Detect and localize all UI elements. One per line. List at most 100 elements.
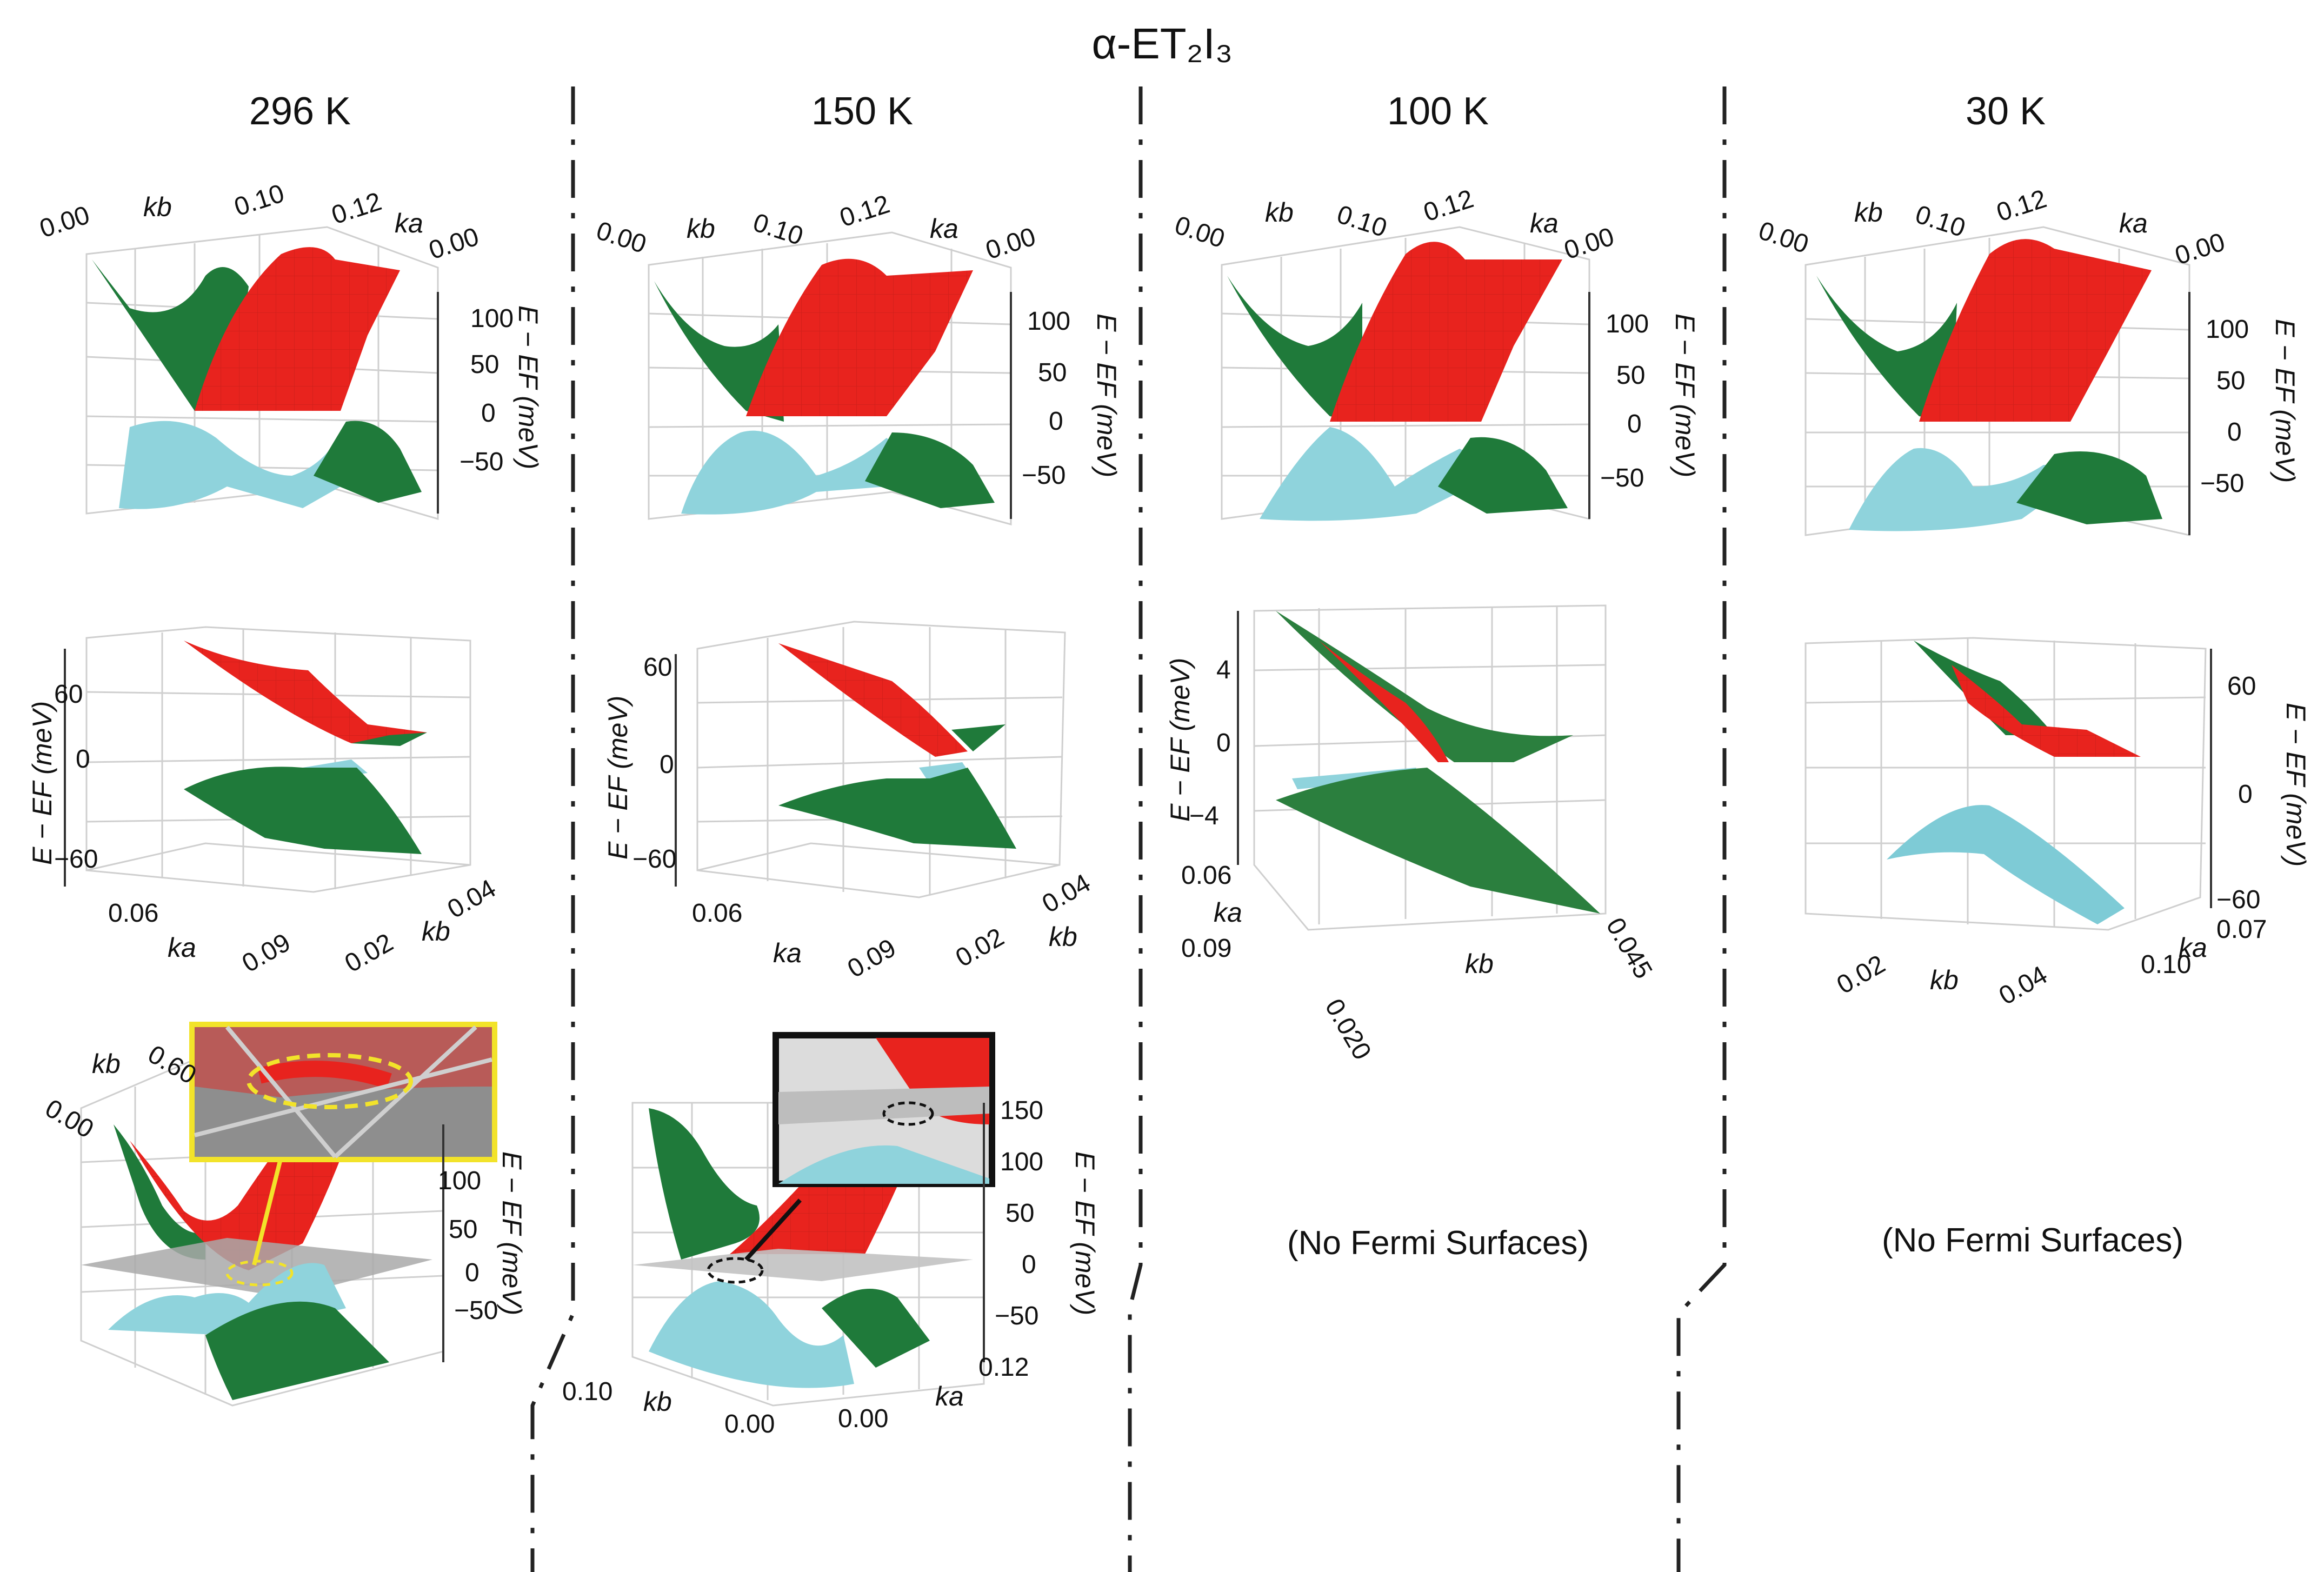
z-axis-label: E − EF (meV) — [513, 305, 543, 469]
x-tick: 0.00 — [1755, 216, 1812, 259]
y-tick: 0.12 — [328, 187, 385, 230]
valence-green-surface — [822, 1289, 930, 1368]
z-tick: 60 — [643, 653, 672, 682]
z-tick: −60 — [632, 845, 676, 874]
conduction-green-surface — [1816, 276, 1957, 422]
z-tick: 0 — [660, 750, 674, 779]
figure-title: α-ET₂I₃ — [1092, 19, 1233, 68]
x-tick: 0.00 — [593, 216, 650, 259]
z-tick: 100 — [1027, 307, 1070, 336]
z-tick: −60 — [54, 845, 98, 874]
z-tick: 50 — [1038, 358, 1067, 387]
x-axis-label: kb — [1265, 197, 1294, 228]
y-tick: 0.00 — [838, 1404, 888, 1433]
z-tick: 100 — [438, 1167, 481, 1195]
panel-296K-full: 100 50 0 −50 E − EF (meV) 0.00 0.10 kb 0… — [36, 179, 543, 521]
z-tick: 50 — [449, 1215, 477, 1244]
x-tick: 0.00 — [36, 201, 93, 243]
x-tick: 0.10 — [562, 1377, 612, 1406]
y-tick: 0.04 — [443, 874, 501, 924]
conduction-green-surface — [351, 732, 427, 746]
z-axis-label: E − EF (meV) — [1070, 1151, 1100, 1315]
z-tick: 0 — [2227, 418, 2242, 447]
z-tick: 0 — [1022, 1250, 1036, 1279]
z-tick: 4 — [1216, 656, 1231, 684]
y-tick: 0.12 — [978, 1353, 1029, 1382]
z-axis-label: E − EF (meV) — [1165, 658, 1195, 822]
conduction-green-surface — [649, 1108, 760, 1260]
x-tick: 0.00 — [41, 1094, 98, 1144]
panel-296K-zoom: 60 0 −60 E − EF (meV) 0.06 0.09 ka 0.04 … — [27, 626, 501, 978]
conduction-green-surface — [654, 281, 784, 422]
x-tick: 0.09 — [237, 928, 295, 978]
z-tick: 0 — [2238, 780, 2253, 809]
valence-green-surface — [314, 421, 422, 503]
z-tick: 0 — [76, 745, 90, 774]
x-axis-label: kb — [143, 192, 172, 222]
x-tick: 0.09 — [843, 934, 901, 984]
panel-150K-zoom: 60 0 −60 E − EF (meV) 0.06 0.09 ka 0.04 … — [603, 621, 1095, 984]
x-axis-label: kb — [1854, 197, 1883, 228]
z-tick: −50 — [1600, 464, 1644, 492]
x-axis-label: kb — [643, 1387, 672, 1417]
z-tick: 150 — [1000, 1096, 1043, 1125]
fermi-plane — [632, 1249, 973, 1281]
x-tick: 0.02 — [1832, 950, 1890, 1000]
x-axis-label: kb — [92, 1049, 121, 1079]
y-tick: 0.06 — [1181, 861, 1231, 890]
z-axis-label: E − EF (meV) — [27, 701, 57, 865]
x-tick: 0.04 — [1994, 961, 2052, 1011]
col-title-296K: 296 K — [249, 90, 351, 133]
panel-30K-full: 100 50 0 −50 E − EF (meV) 0.00 0.10 kb 0… — [1755, 184, 2300, 536]
valence-green-surface — [184, 767, 422, 854]
z-tick: 60 — [2227, 672, 2256, 701]
y-tick: 0.00 — [982, 222, 1039, 265]
valence-green-surface — [865, 432, 995, 508]
y-tick: 0.12 — [1993, 184, 2050, 227]
y-tick: 0.00 — [1561, 222, 1617, 265]
valence-green-surface — [1438, 437, 1568, 514]
z-tick: −50 — [460, 448, 503, 476]
x-tick: 0.020 — [1319, 994, 1376, 1065]
z-tick: 50 — [2216, 367, 2245, 395]
x-axis-label: kb — [1465, 949, 1494, 979]
divider-2 — [1128, 86, 1143, 1572]
y-axis-label: ka — [2179, 932, 2207, 963]
z-axis-label: E − EF (meV) — [1091, 314, 1122, 477]
y-tick: 0.07 — [2216, 915, 2267, 944]
y-tick: 0.12 — [1420, 184, 1477, 227]
x-tick: 0.10 — [1912, 200, 1969, 243]
x-axis-label: ka — [773, 938, 802, 968]
z-axis-label: E − EF (meV) — [1670, 314, 1700, 477]
z-tick: −50 — [1022, 461, 1066, 490]
z-tick: −50 — [2200, 469, 2244, 498]
dirac-point-marker — [707, 1257, 764, 1284]
y-tick: 0.09 — [1181, 934, 1231, 963]
z-tick: 50 — [470, 350, 499, 379]
y-axis-label: ka — [2119, 208, 2148, 238]
valence-cyan-surface — [649, 1281, 854, 1388]
y-tick: 0.04 — [1037, 869, 1095, 919]
inset-connector — [744, 1198, 802, 1261]
y-tick: 0.12 — [836, 190, 893, 232]
valence-cyan-surface — [1260, 427, 1503, 521]
divider-3 — [1676, 86, 1727, 1572]
panel-296K-fermi: 100 50 0 −50 E − EF (meV) 0.00 0.60 kb — [41, 1022, 527, 1407]
z-tick: 0 — [1627, 410, 1642, 438]
y-tick: 0.02 — [951, 923, 1009, 973]
panel-150K-fermi: 150 100 50 0 −50 E − EF (meV) 0.10 0.00 … — [562, 1032, 1100, 1438]
z-tick: 0 — [1216, 729, 1231, 757]
z-tick: 0 — [481, 399, 496, 428]
y-tick: 0.02 — [340, 928, 398, 978]
x-tick: 0.10 — [750, 208, 807, 251]
col-title-30K: 30 K — [1966, 90, 2046, 133]
inset-connector — [252, 1156, 283, 1265]
z-tick: 50 — [1005, 1199, 1034, 1228]
conduction-green-surface — [1914, 641, 2054, 735]
valence-cyan-surface — [1887, 805, 2125, 924]
y-tick: 0.10 — [2141, 950, 2191, 979]
valence-green-surface — [778, 768, 1016, 849]
z-tick: 100 — [1000, 1148, 1043, 1176]
y-axis-label: ka — [930, 214, 958, 244]
